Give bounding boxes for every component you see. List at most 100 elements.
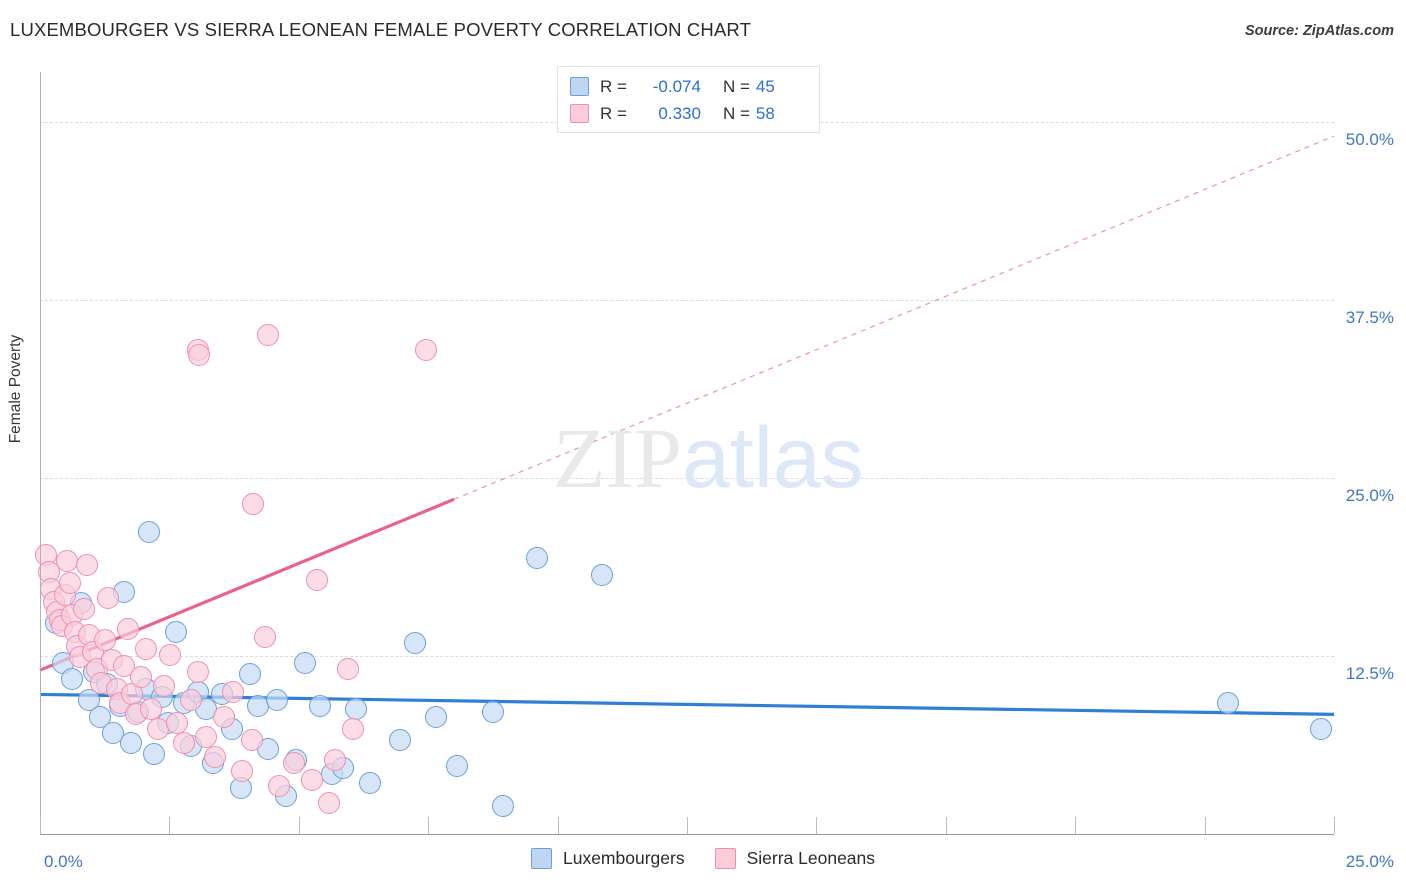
y-axis-line (40, 72, 41, 834)
x-axis-tick (1334, 817, 1335, 834)
x-axis-tick (557, 817, 559, 834)
data-point-sierra-leoneans[interactable] (93, 629, 116, 652)
data-point-sierra-leoneans[interactable] (317, 791, 340, 814)
x-axis-tick (945, 817, 947, 834)
data-point-sierra-leoneans[interactable] (336, 657, 359, 680)
data-point-sierra-leoneans[interactable] (97, 586, 120, 609)
data-point-sierra-leoneans[interactable] (180, 689, 203, 712)
data-point-sierra-leoneans[interactable] (241, 728, 264, 751)
x-axis-max-label: 25.0% (1345, 852, 1394, 871)
data-point-luxembourgers[interactable] (119, 731, 142, 754)
data-point-luxembourgers[interactable] (88, 706, 111, 729)
data-point-luxembourgers[interactable] (238, 663, 261, 686)
data-point-sierra-leoneans[interactable] (135, 637, 158, 660)
data-point-sierra-leoneans[interactable] (342, 717, 365, 740)
data-point-sierra-leoneans[interactable] (153, 674, 176, 697)
x-axis-tick (1204, 817, 1206, 834)
data-point-luxembourgers[interactable] (142, 743, 165, 766)
data-point-sierra-leoneans[interactable] (268, 774, 291, 797)
data-point-sierra-leoneans[interactable] (305, 569, 328, 592)
stats-n-key-1: N = (722, 103, 750, 123)
data-point-sierra-leoneans[interactable] (256, 324, 279, 347)
data-point-luxembourgers[interactable] (590, 563, 613, 586)
x-axis-tick (1075, 817, 1077, 834)
data-point-sierra-leoneans[interactable] (55, 549, 78, 572)
data-point-luxembourgers[interactable] (164, 620, 187, 643)
stats-swatch-sierra-leoneans (570, 104, 589, 123)
data-point-luxembourgers[interactable] (266, 689, 289, 712)
data-point-sierra-leoneans[interactable] (172, 731, 195, 754)
stats-n-key-0: N = (722, 76, 750, 96)
data-point-luxembourgers[interactable] (481, 700, 504, 723)
data-point-luxembourgers[interactable] (404, 632, 427, 655)
stats-n-value-0: 45 (755, 76, 775, 96)
data-point-sierra-leoneans[interactable] (75, 553, 98, 576)
data-point-sierra-leoneans[interactable] (188, 344, 211, 367)
data-point-luxembourgers[interactable] (61, 667, 84, 690)
legend-label-luxembourgers: Luxembourgers (562, 848, 685, 868)
data-point-luxembourgers[interactable] (1310, 717, 1333, 740)
data-point-luxembourgers[interactable] (308, 694, 331, 717)
data-point-luxembourgers[interactable] (359, 771, 382, 794)
y-axis-tick-label: 12.5% (1345, 663, 1394, 683)
data-point-sierra-leoneans[interactable] (140, 697, 163, 720)
data-point-sierra-leoneans[interactable] (166, 711, 189, 734)
source-attribution: Source: ZipAtlas.com (1244, 23, 1394, 39)
data-point-sierra-leoneans[interactable] (112, 654, 135, 677)
data-point-sierra-leoneans[interactable] (230, 760, 253, 783)
stats-r-value-1: 0.330 (658, 103, 701, 123)
correlation-stats-box: R = -0.074 N = 45 R = 0.330 N = 58 (557, 66, 820, 133)
data-point-sierra-leoneans[interactable] (59, 572, 82, 595)
y-axis-tick-label: 37.5% (1345, 307, 1394, 327)
data-point-luxembourgers[interactable] (445, 754, 468, 777)
gridline (40, 299, 1334, 301)
stats-n-value-1: 58 (755, 103, 775, 123)
data-point-sierra-leoneans[interactable] (129, 666, 152, 689)
data-point-sierra-leoneans[interactable] (414, 338, 437, 361)
y-axis-title: Female Poverty (7, 334, 24, 444)
page-title: LUXEMBOURGER VS SIERRA LEONEAN FEMALE PO… (10, 19, 752, 40)
data-point-luxembourgers[interactable] (294, 652, 316, 675)
legend-swatch-luxembourgers (530, 848, 552, 869)
data-point-sierra-leoneans[interactable] (203, 746, 226, 769)
plot-area (35, 72, 1335, 834)
data-point-sierra-leoneans[interactable] (116, 617, 139, 640)
legend-item-luxembourgers[interactable]: Luxembourgers (530, 848, 685, 869)
data-point-luxembourgers[interactable] (1216, 691, 1239, 714)
data-point-sierra-leoneans[interactable] (72, 597, 95, 620)
stats-r-key-1: R = (600, 103, 627, 123)
stats-row: R = -0.074 N = 45 (570, 73, 809, 100)
data-point-luxembourgers[interactable] (137, 521, 160, 544)
data-point-sierra-leoneans[interactable] (324, 748, 347, 771)
gridline (40, 655, 1334, 657)
data-point-sierra-leoneans[interactable] (282, 751, 305, 774)
x-axis-tick (428, 817, 430, 834)
x-axis-tick (40, 817, 41, 834)
data-point-luxembourgers[interactable] (492, 794, 515, 817)
data-point-luxembourgers[interactable] (424, 706, 447, 729)
data-point-sierra-leoneans[interactable] (300, 768, 323, 791)
stats-r-value-0: -0.074 (652, 76, 701, 96)
y-axis-tick-label: 50.0% (1345, 129, 1394, 149)
x-axis-line (40, 834, 1334, 835)
data-point-sierra-leoneans[interactable] (212, 706, 235, 729)
data-point-sierra-leoneans[interactable] (221, 680, 244, 703)
stats-r-key-0: R = (600, 76, 627, 96)
data-point-sierra-leoneans[interactable] (194, 726, 217, 749)
data-point-luxembourgers[interactable] (525, 546, 548, 569)
data-point-luxembourgers[interactable] (388, 728, 411, 751)
data-point-sierra-leoneans[interactable] (159, 643, 182, 666)
y-axis-tick-label: 25.0% (1345, 485, 1394, 505)
x-axis-tick (298, 817, 300, 834)
stats-swatch-luxembourgers (570, 77, 589, 96)
data-point-luxembourgers[interactable] (78, 689, 101, 712)
data-point-sierra-leoneans[interactable] (254, 626, 277, 649)
x-axis-tick (169, 817, 171, 834)
data-point-sierra-leoneans[interactable] (186, 660, 209, 683)
data-point-luxembourgers[interactable] (344, 697, 367, 720)
legend-item-sierra-leoneans[interactable]: Sierra Leoneans (714, 848, 875, 869)
trend-extension-sierra-leoneans (453, 135, 1335, 500)
data-point-sierra-leoneans[interactable] (242, 492, 265, 515)
legend-swatch-sierra-leoneans (714, 848, 736, 869)
